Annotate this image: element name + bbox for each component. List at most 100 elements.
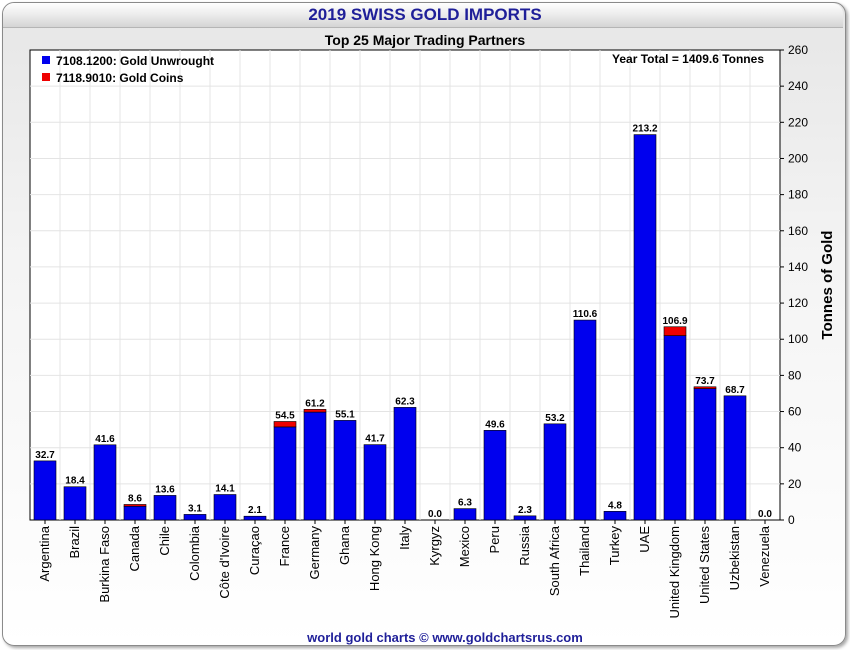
y-tick-label: 260: [788, 43, 808, 57]
footer-credit: world gold charts © www.goldchartsrus.co…: [306, 630, 583, 645]
bars: [33, 134, 747, 521]
x-tick-label: Colombia: [187, 525, 202, 581]
data-label: 53.2: [545, 413, 565, 424]
y-tick-label: 160: [788, 224, 808, 238]
bar-unwrought: [33, 460, 57, 521]
x-tick-label: Chile: [157, 526, 172, 556]
bar-unwrought: [693, 388, 717, 521]
y-axis-label: Tonnes of Gold: [819, 231, 836, 340]
data-label: 8.6: [128, 493, 142, 504]
data-label: 68.7: [725, 385, 745, 396]
x-tick-label: Curaçao: [247, 526, 262, 575]
bar-unwrought: [363, 444, 387, 521]
data-label: 32.7: [35, 450, 55, 461]
y-tick-label: 20: [788, 477, 802, 491]
year-total-annotation: Year Total = 1409.6 Tonnes: [612, 52, 764, 66]
bar-unwrought: [243, 515, 267, 521]
bar-unwrought: [633, 134, 657, 521]
y-axis: 0 20 40 60 80 100 120 140 160 180 200 220 240 260: [780, 43, 808, 527]
x-tick-label: Uzbekistan: [727, 526, 742, 590]
x-tick-label: Germany: [307, 526, 322, 580]
y-tick-label: 60: [788, 405, 802, 419]
data-label: 2.3: [518, 505, 532, 516]
data-label: 106.9: [662, 316, 687, 327]
bar-unwrought: [603, 511, 627, 521]
x-tick-label: Italy: [397, 526, 412, 550]
legend-label-unwrought: 7108.1200: Gold Unwrought: [56, 54, 214, 68]
y-tick-label: 240: [788, 79, 808, 93]
data-label: 213.2: [632, 124, 657, 135]
bar-unwrought: [483, 430, 507, 521]
bar-unwrought: [153, 495, 177, 521]
data-label: 3.1: [188, 503, 202, 514]
bar-unwrought: [333, 420, 357, 521]
x-axis: Argentina Brazil Burkina Faso Canada Chile Co…: [37, 520, 772, 619]
bar-unwrought: [63, 486, 87, 521]
x-tick-label: Kyrgyz: [427, 526, 442, 566]
x-tick-label: UAE: [637, 526, 652, 553]
x-tick-label: Russia: [517, 525, 532, 566]
x-tick-label: Mexico: [457, 526, 472, 567]
x-tick-label: Ghana: [337, 525, 352, 565]
chart-title: Top 25 Major Trading Partners: [325, 32, 526, 48]
bar-unwrought: [573, 319, 597, 521]
x-tick-label: Argentina: [37, 525, 52, 581]
y-tick-label: 200: [788, 151, 808, 165]
data-label: 55.1: [335, 409, 355, 420]
data-label: 54.5: [275, 410, 295, 421]
x-tick-label: Hong Kong: [367, 526, 382, 591]
bar-unwrought: [723, 395, 747, 521]
data-label: 0.0: [758, 509, 772, 520]
data-label: 73.7: [695, 376, 715, 387]
bar-coins: [123, 504, 147, 507]
bar-unwrought: [183, 514, 207, 521]
bar-unwrought: [303, 411, 327, 521]
data-label: 61.2: [305, 398, 325, 409]
data-label: 62.3: [395, 396, 415, 407]
y-tick-label: 0: [788, 513, 795, 527]
data-label: 49.6: [485, 419, 505, 430]
x-tick-label: South Africa: [547, 525, 562, 596]
bar-unwrought: [543, 423, 567, 521]
legend-label-coins: 7118.9010: Gold Coins: [56, 71, 184, 85]
y-tick-label: 220: [788, 115, 808, 129]
bar-coins: [303, 409, 327, 413]
legend-swatch-coins: [42, 73, 50, 81]
y-tick-label: 120: [788, 296, 808, 310]
x-tick-label: Peru: [487, 526, 502, 553]
bar-unwrought: [393, 407, 417, 521]
data-label: 110.6: [573, 309, 598, 320]
bar-unwrought: [513, 515, 537, 521]
x-tick-label: Thailand: [577, 526, 592, 576]
data-label: 13.6: [155, 484, 175, 495]
bar-coins: [663, 326, 687, 336]
y-tick-label: 140: [788, 260, 808, 274]
x-tick-label: United States: [697, 526, 712, 605]
bar-unwrought: [213, 494, 237, 521]
page-title: 2019 SWISS GOLD IMPORTS: [308, 5, 542, 24]
y-tick-label: 80: [788, 368, 802, 382]
data-label: 0.0: [428, 509, 442, 520]
y-tick-label: 100: [788, 332, 808, 346]
x-tick-label: Côte d'Ivoire: [217, 526, 232, 599]
bar-unwrought: [273, 426, 297, 521]
data-label: 2.1: [248, 505, 262, 516]
y-tick-label: 180: [788, 188, 808, 202]
data-label: 41.7: [365, 434, 385, 445]
data-labels: 32.7 18.4 41.6 8.6 13.6 3.1 14.1 2.1 54.5 61.2 55.…: [35, 124, 772, 520]
data-label: 4.8: [608, 500, 622, 511]
x-tick-label: Brazil: [67, 526, 82, 559]
x-tick-label: United Kingdom: [667, 526, 682, 619]
bar-unwrought: [123, 505, 147, 521]
data-label: 41.6: [95, 434, 115, 445]
y-tick-label: 40: [788, 441, 802, 455]
legend-swatch-unwrought: [42, 56, 50, 64]
x-tick-label: Burkina Faso: [97, 526, 112, 603]
x-tick-label: France: [277, 526, 292, 566]
bar-unwrought: [93, 444, 117, 521]
bar-unwrought: [453, 508, 477, 521]
x-tick-label: Turkey: [607, 526, 622, 566]
x-tick-label: Canada: [127, 525, 142, 571]
bar-coins: [693, 386, 717, 389]
